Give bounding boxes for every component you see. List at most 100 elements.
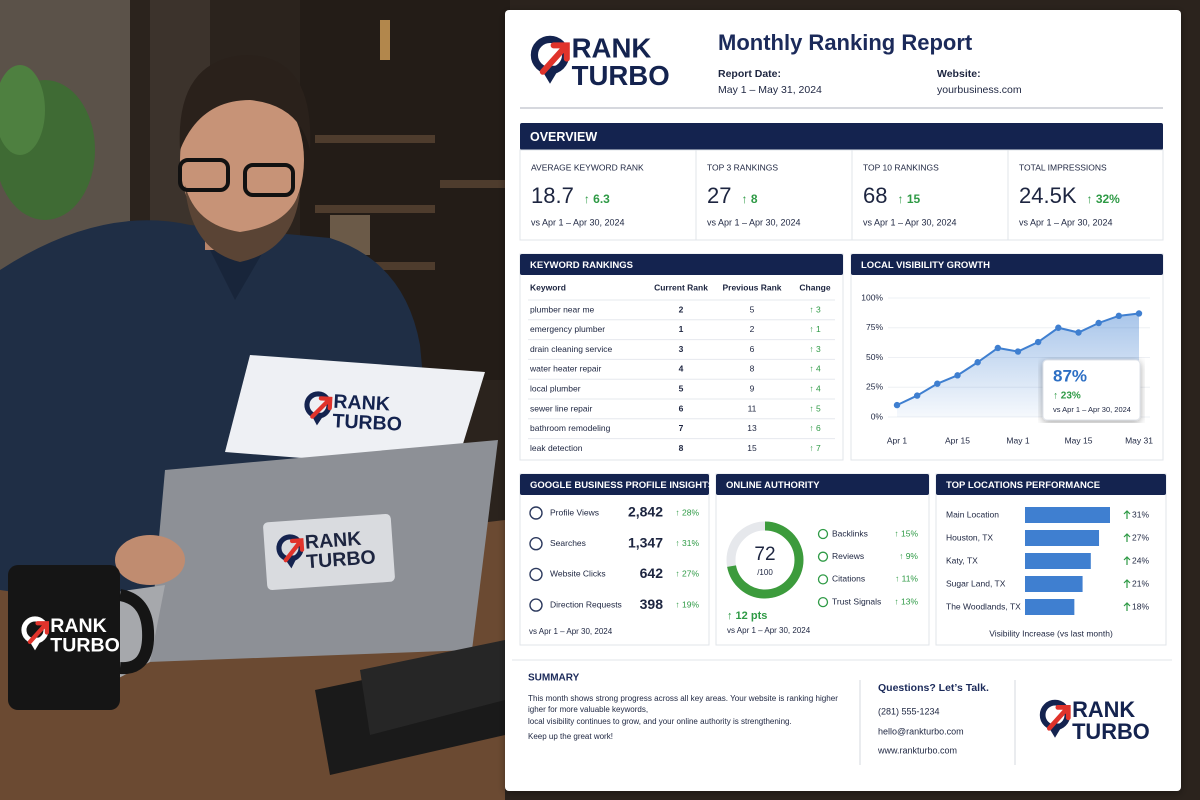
logo-text: TURBO (306, 546, 377, 573)
metric-value: 398 (640, 596, 664, 612)
table-cell: 3 (679, 344, 684, 354)
kpi-value: 27 (707, 183, 731, 208)
check-icon (817, 551, 829, 562)
metric-label: Profile Views (550, 507, 599, 517)
contact-title: Questions? Let’s Talk. (878, 682, 989, 694)
up-arrow (1123, 556, 1131, 565)
table-cell: ↑ 4 (809, 383, 821, 393)
metric-change: ↑ 13% (894, 596, 918, 606)
point (994, 344, 1002, 352)
kpi-value: 18.7 (531, 183, 574, 208)
point (954, 372, 961, 379)
table-cell: ↑ 3 (809, 344, 821, 354)
logo-text: RANK (333, 391, 391, 416)
table-cell: 4 (679, 364, 684, 374)
table-cell: local plumber (530, 383, 581, 393)
metric-value: 642 (640, 565, 664, 581)
bar-value-label: 24% (1132, 555, 1149, 565)
check-icon (817, 596, 829, 608)
logo-arrow (310, 396, 333, 419)
metric-label: Trust Signals (832, 596, 881, 606)
location-label: The Woodlands, TX (946, 601, 1021, 611)
y-tick-label: 100% (861, 292, 883, 302)
point (974, 359, 981, 366)
table-header: Previous Rank (722, 282, 781, 292)
table-cell: emergency plumber (530, 324, 605, 334)
icon (529, 567, 543, 582)
point (1095, 319, 1102, 327)
card (519, 473, 710, 646)
table-cell: 9 (750, 383, 755, 393)
metric-label: Website Clicks (550, 569, 606, 579)
section-header (716, 474, 929, 495)
score-max: /100 (757, 568, 773, 577)
card (715, 473, 930, 646)
table-cell: 7 (679, 423, 684, 433)
kpi-label: AVERAGE KEYWORD RANK (531, 162, 644, 172)
table-cell: leak detection (530, 443, 583, 453)
kpi-period: vs Apr 1 – Apr 30, 2024 (863, 217, 957, 227)
up-arrow (1123, 602, 1131, 611)
website: yourbusiness.com (937, 84, 1022, 96)
section-title: TOP LOCATIONS PERFORMANCE (946, 480, 1100, 491)
contact-web: www.rankturbo.com (877, 745, 957, 755)
x-tick-label: May 31 (1125, 435, 1153, 445)
table-cell: 11 (748, 403, 757, 413)
score-change: ↑ 12 pts (727, 610, 767, 622)
callout (1042, 359, 1141, 421)
bar (1025, 530, 1100, 546)
y-tick-label: 25% (866, 382, 883, 392)
logo-text: TURBO (1072, 719, 1150, 744)
kpi-label: TOP 10 RANKINGS (863, 162, 939, 172)
score-period: vs Apr 1 – Apr 30, 2024 (727, 626, 811, 635)
point (1055, 324, 1062, 331)
table-cell: 1 (679, 324, 684, 334)
icon (529, 537, 543, 551)
table-cell: bathroom remodeling (530, 423, 611, 433)
section-header (936, 474, 1166, 495)
kpi-change: ↑ 32% (1087, 192, 1121, 206)
point (913, 392, 921, 399)
metric-label: Searches (550, 538, 586, 548)
section-title: KEYWORD RANKINGS (530, 260, 633, 271)
section-header (520, 254, 843, 275)
metric-label: Reviews (832, 551, 864, 561)
location-label: Sugar Land, TX (946, 578, 1006, 588)
contact-email: hello@rankturbo.com (878, 726, 964, 736)
table-cell: ↑ 6 (809, 423, 821, 433)
kpi-period: vs Apr 1 – Apr 30, 2024 (531, 217, 625, 227)
table-cell: 2 (750, 324, 755, 334)
point (1014, 348, 1022, 355)
website-label: Website: (937, 68, 981, 80)
kpi-change: ↑ 6.3 (584, 192, 610, 206)
section-header (851, 254, 1163, 275)
table-cell: 6 (679, 403, 684, 413)
kpi-period: vs Apr 1 – Apr 30, 2024 (1019, 217, 1113, 227)
y-tick-label: 0% (871, 411, 884, 421)
logo-text: RANK (1072, 697, 1135, 722)
callout-value: 87% (1053, 366, 1087, 385)
metric-change: ↑ 19% (675, 599, 699, 609)
summary-title: SUMMARY (528, 673, 580, 684)
icon (529, 506, 543, 520)
section-title: OVERVIEW (530, 130, 597, 144)
metric-change: ↑ 11% (895, 574, 918, 584)
metric-value: 1,347 (628, 534, 663, 550)
metric-label: Direction Requests (550, 599, 622, 609)
table-cell: 5 (750, 304, 755, 314)
logo-arrow (27, 621, 50, 645)
up-arrow (1123, 533, 1131, 542)
point (1115, 312, 1123, 320)
icon (529, 598, 543, 612)
card (695, 149, 853, 241)
x-tick-label: Apr 1 (887, 435, 908, 445)
y-tick-label: 50% (866, 352, 883, 362)
logo-text: TURBO (332, 410, 403, 436)
table-cell: plumber near me (530, 304, 595, 314)
table-header: Change (799, 282, 830, 292)
table-cell: 15 (747, 443, 757, 453)
metric-label: Backlinks (832, 528, 868, 538)
